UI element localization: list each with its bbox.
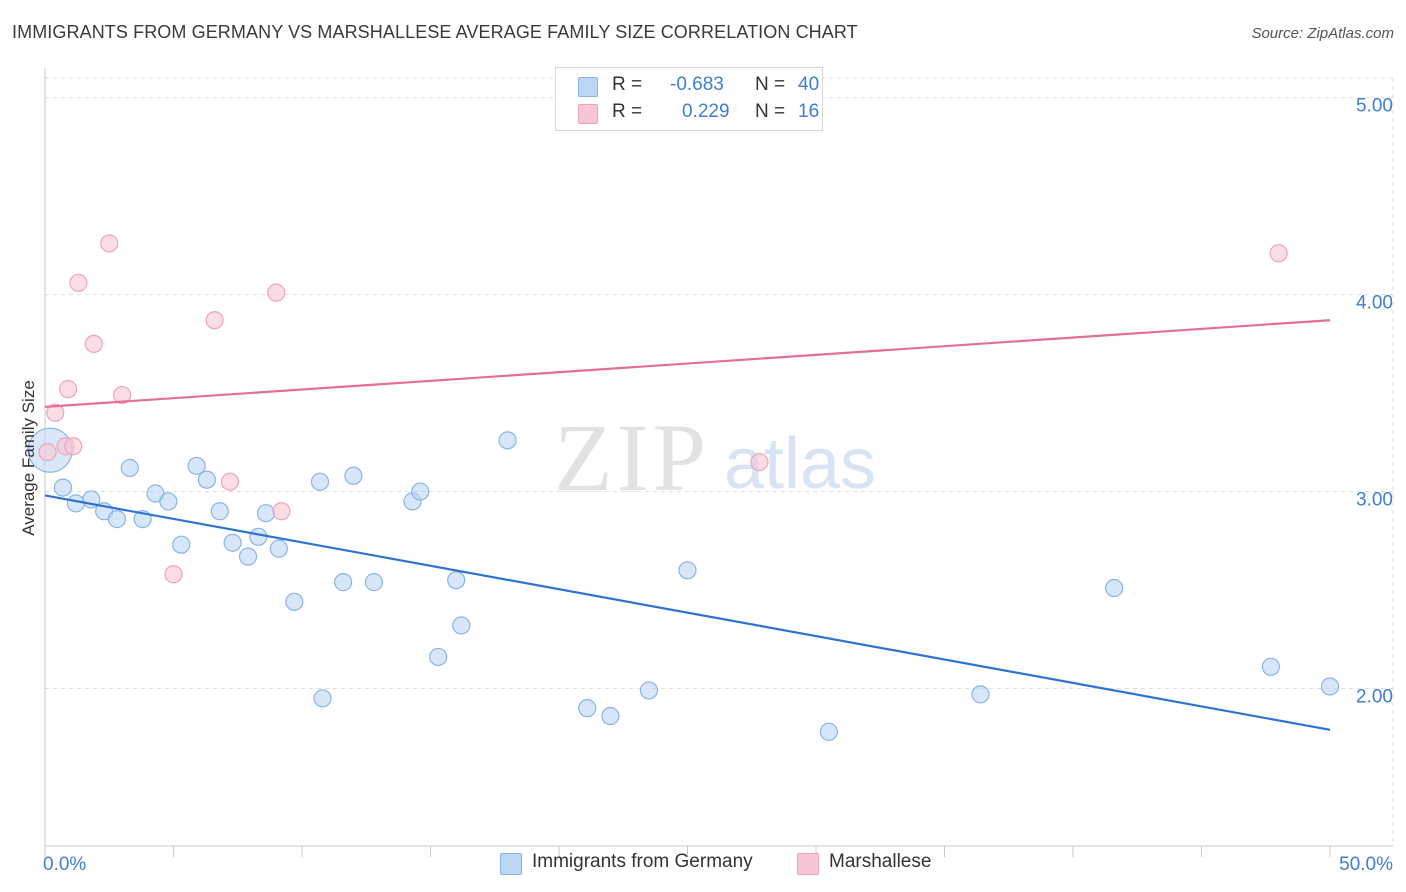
data-point-marshallese (220, 472, 240, 491)
data-point-germany (971, 685, 990, 704)
legend-r-label: R = (612, 74, 643, 95)
data-point-marshallese (272, 502, 291, 521)
tick-labels: 2.00 3.00 4.00 5.00 0.0% 50.0% (43, 96, 1393, 875)
data-point-germany (819, 722, 838, 741)
x-tick-label: 0.0% (43, 854, 86, 875)
data-point-germany (678, 561, 697, 580)
data-point-germany (159, 492, 178, 511)
legend-swatch-marshallese (578, 104, 598, 124)
data-point-germany (210, 502, 229, 521)
data-point-germany (249, 527, 268, 546)
data-point-marshallese (100, 234, 119, 253)
series-name-germany: Immigrants from Germany (532, 851, 753, 872)
data-point-germany (285, 592, 304, 611)
watermark: ZIP atlas (554, 404, 876, 511)
trend-line-marshallese (44, 319, 1331, 408)
data-point-germany (639, 681, 659, 700)
data-point-marshallese (46, 403, 65, 422)
y-tick-label: 2.00 (1356, 686, 1393, 707)
correlation-legend: R = -0.683 N = 40 R = 0.229 N = 16 (555, 67, 823, 131)
data-point-germany (53, 478, 73, 497)
y-axis-label: Average Family Size (19, 380, 38, 536)
data-point-germany (269, 539, 288, 558)
data-point-germany (187, 456, 206, 476)
data-point-marshallese (112, 385, 132, 405)
legend-r-label: R = (612, 101, 643, 122)
legend-n-label: N = (755, 101, 786, 122)
data-point-germany (107, 510, 127, 529)
y-tick-label: 5.00 (1356, 96, 1393, 117)
data-point-germany (447, 571, 466, 590)
data-point-germany (1261, 657, 1280, 676)
data-point-germany (197, 470, 217, 489)
data-point-germany (578, 699, 597, 718)
legend-n-value: 16 (798, 101, 820, 122)
data-point-germany (498, 431, 517, 450)
data-point-germany (1320, 677, 1340, 696)
chart-title: IMMIGRANTS FROM GERMANY VS MARSHALLESE A… (12, 22, 858, 42)
legend-r-value: 0.229 (682, 101, 730, 122)
data-point-marshallese (267, 283, 286, 302)
data-point-marshallese (1269, 244, 1288, 263)
data-point-germany (238, 547, 258, 566)
legend-r-value: -0.683 (670, 74, 724, 95)
data-point-germany (452, 616, 471, 635)
watermark-zip: ZIP (554, 404, 710, 511)
data-point-marshallese (38, 443, 57, 462)
x-tick-label: 50.0% (1339, 854, 1393, 875)
data-point-marshallese (750, 452, 769, 472)
data-point-marshallese (205, 311, 224, 330)
trend-line-germany (44, 494, 1331, 731)
series-swatch-marshallese (797, 853, 819, 875)
legend-n-label: N = (755, 74, 786, 95)
data-point-germany (411, 482, 430, 501)
data-point-marshallese (69, 273, 88, 292)
data-point-germany (256, 504, 276, 523)
data-point-germany (1105, 578, 1124, 598)
data-point-marshallese (64, 437, 83, 456)
data-point-marshallese (164, 565, 183, 584)
series-name-marshallese: Marshallese (829, 851, 932, 872)
data-point-germany (120, 458, 139, 478)
data-point-germany (310, 472, 330, 491)
y-tick-label: 3.00 (1356, 490, 1393, 511)
axes (44, 68, 1393, 857)
data-point-marshallese (84, 334, 103, 353)
legend-swatch-germany (578, 77, 598, 97)
data-point-germany (334, 573, 353, 592)
grid-lines (45, 77, 1394, 846)
source-credit: Source: ZipAtlas.com (1251, 25, 1394, 42)
data-point-germany (172, 535, 191, 554)
data-point-germany (601, 706, 620, 726)
trend-lines (44, 319, 1331, 731)
y-tick-label: 4.00 (1356, 293, 1393, 314)
watermark-atlas: atlas (724, 424, 876, 504)
data-point-marshallese (59, 380, 78, 399)
data-point-germany (223, 533, 242, 552)
data-point-germany (313, 689, 332, 708)
data-points (27, 234, 1340, 741)
data-point-germany (429, 647, 448, 667)
legend-n-value: 40 (798, 74, 820, 95)
data-point-germany (66, 494, 85, 513)
data-point-germany (364, 573, 384, 592)
series-swatch-germany (500, 853, 522, 875)
data-point-germany (344, 466, 363, 485)
